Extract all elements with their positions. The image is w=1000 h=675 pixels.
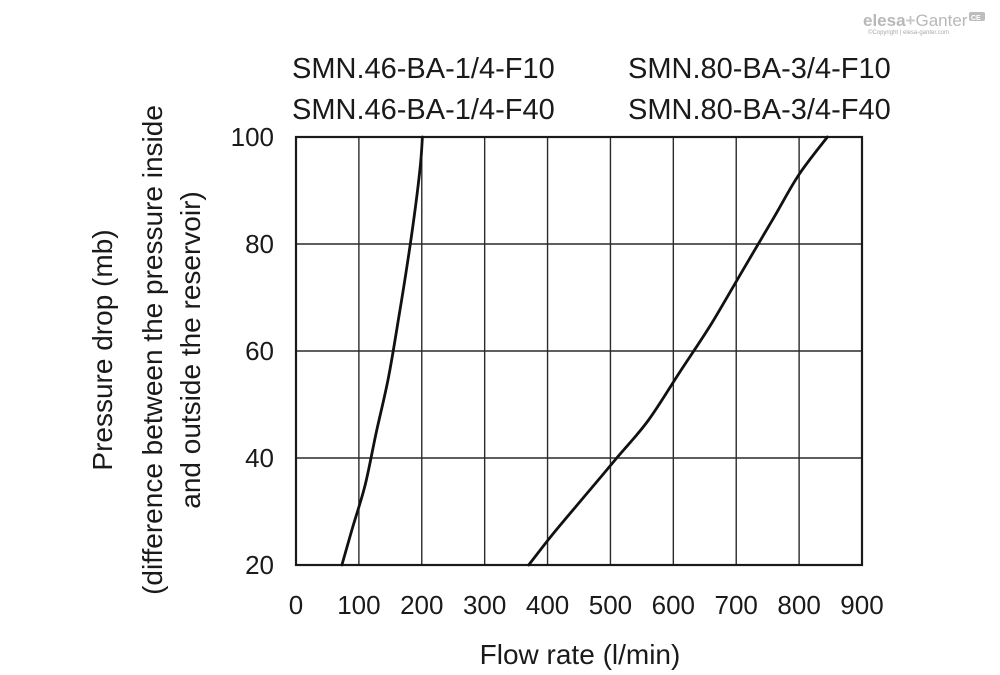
ce-mark-text: CE bbox=[971, 15, 981, 22]
series-line-1 bbox=[340, 135, 424, 567]
y-tick-label: 40 bbox=[245, 443, 274, 473]
x-tick-label: 300 bbox=[463, 590, 506, 620]
x-tick-label: 900 bbox=[840, 590, 883, 620]
brand-right: Ganter bbox=[915, 11, 967, 30]
plot-frame bbox=[294, 135, 864, 567]
series-line-2 bbox=[527, 135, 829, 567]
y-tick-label: 60 bbox=[245, 336, 274, 366]
brand-copyright: ©Copyright | elesa-ganter.com bbox=[868, 29, 949, 36]
x-tick-label: 200 bbox=[400, 590, 443, 620]
brand-logo: elesa+Ganter ©Copyright | elesa-ganter.c… bbox=[863, 11, 985, 36]
axis-ticks: 0 100 200 300 400 500 600 700 800 900 20 40 60 80 100 bbox=[231, 122, 884, 620]
svg-text:elesa+Ganter: elesa+Ganter bbox=[863, 11, 968, 30]
x-tick-label: 500 bbox=[589, 590, 632, 620]
y-tick-label: 80 bbox=[245, 229, 274, 259]
grid bbox=[296, 137, 862, 565]
x-tick-label: 100 bbox=[337, 590, 380, 620]
ce-mark-icon bbox=[969, 12, 985, 21]
series-2-label-line-2: SMN.80-BA-3/4-F40 bbox=[628, 94, 891, 126]
x-axis-title: Flow rate (l/min) bbox=[480, 639, 681, 670]
x-tick-label: 700 bbox=[715, 590, 758, 620]
series bbox=[340, 135, 829, 567]
y-axis-subtitle-2: and outside the reservoir) bbox=[175, 191, 206, 509]
series-1-label-line-1: SMN.46-BA-1/4-F10 bbox=[292, 53, 555, 85]
brand-plus: + bbox=[906, 11, 916, 30]
y-axis-subtitle-1: (difference between the pressure inside bbox=[137, 105, 168, 595]
x-tick-label: 400 bbox=[526, 590, 569, 620]
y-tick-label: 100 bbox=[231, 122, 274, 152]
series-2-label-line-1: SMN.80-BA-3/4-F10 bbox=[628, 53, 891, 85]
x-tick-label: 800 bbox=[777, 590, 820, 620]
y-tick-label: 20 bbox=[245, 550, 274, 580]
x-tick-label: 600 bbox=[652, 590, 695, 620]
y-axis-title: Pressure drop (mb) bbox=[87, 229, 118, 470]
x-tick-label: 0 bbox=[289, 590, 303, 620]
brand-left: elesa bbox=[863, 11, 906, 30]
series-1-label-line-2: SMN.46-BA-1/4-F40 bbox=[292, 94, 555, 126]
